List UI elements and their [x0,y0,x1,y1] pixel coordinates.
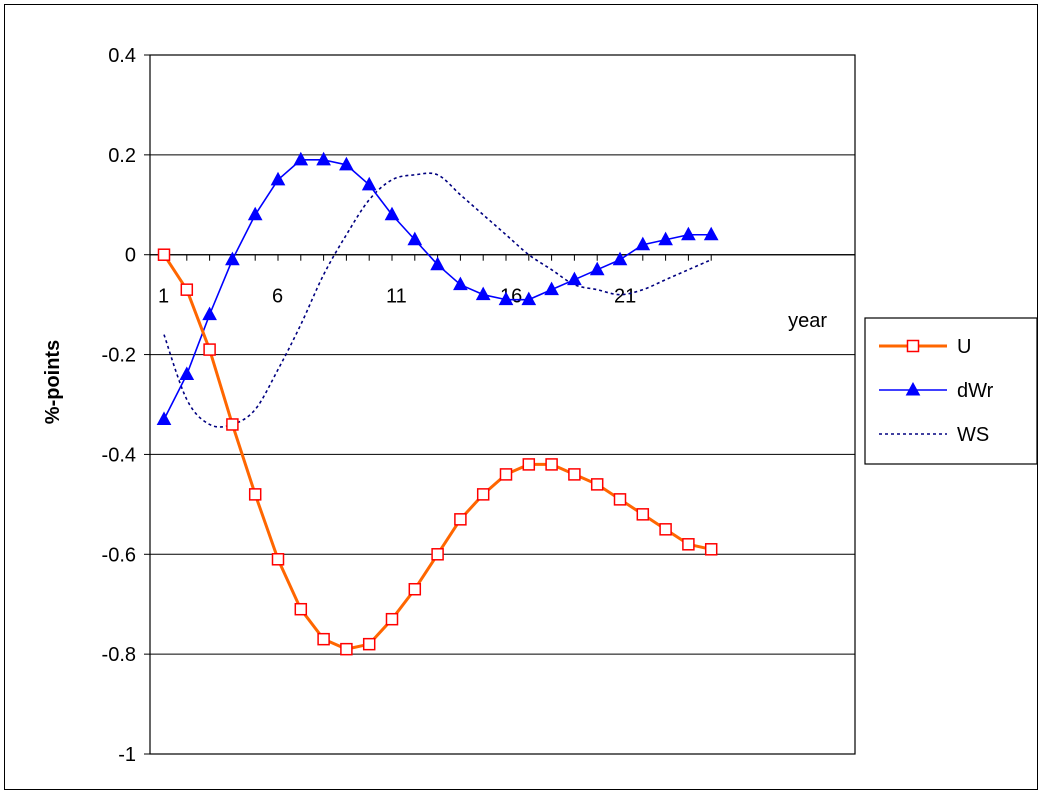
u-point [180,283,194,296]
y-tick-label: 0 [125,245,136,267]
dwr-point [635,236,651,251]
dwr-point [225,251,240,266]
u-point [408,582,422,596]
plot-area [149,54,856,755]
dwr-point [293,151,309,166]
u-point [431,548,444,561]
dwr-point [202,306,217,321]
dwr-point [498,291,514,306]
u-point [522,458,536,471]
u-point [248,488,262,501]
dwr-point [270,171,286,186]
y-tick-label: -1 [118,744,136,766]
x-tick-label: 1 [158,286,169,308]
u-point [454,513,467,526]
u-point [659,523,672,536]
u-point [545,458,558,471]
u-point [568,468,581,481]
u-point [590,478,604,491]
dwr-point [658,231,673,246]
dwr-point [316,151,331,166]
legend-label: WS [957,424,989,446]
dwr-point [156,411,172,425]
dwr-point [612,251,628,266]
series-line-ws [163,172,712,428]
y-tick-label: -0.2 [102,345,136,367]
u-point [476,488,490,501]
dwr-point [589,261,605,276]
legend-box [864,317,1038,465]
gridlines [150,54,855,755]
dwr-point [453,276,468,291]
dwr-point [681,226,696,241]
x-tick-label: 11 [386,286,407,308]
legend-label: U [957,336,971,358]
x-axis-label: year [788,310,827,332]
y-tick-label: -0.4 [102,444,136,466]
dwr-point [339,156,354,171]
x-tick-label: 6 [272,286,283,308]
dwr-point [905,381,921,396]
u-point [157,248,171,261]
u-point [682,538,695,551]
series-markers [156,151,719,656]
y-tick-label: 0.2 [108,145,136,167]
dwr-point [430,256,445,271]
y-axis-label: %-points [42,340,64,424]
dwr-point [703,226,719,241]
series-lines [162,159,712,651]
u-point [636,508,650,521]
u-point [340,642,353,656]
dwr-point [521,291,537,306]
dwr-point [384,206,400,221]
dwr-point [247,206,263,221]
dwr-point [544,281,559,296]
dwr-point [475,286,491,301]
series-line-u [162,253,712,651]
axes: 0.40.20-0.2-0.4-0.6-0.8-11 6 11 16 21 [102,45,855,766]
u-point [203,343,216,356]
x-tick-label: 21 [614,286,636,308]
dwr-point [179,366,195,381]
dwr-point [407,231,423,246]
y-tick-label: -0.8 [102,644,136,666]
u-point [704,543,718,556]
y-tick-label: -0.6 [102,544,136,566]
dwr-point [567,271,582,286]
u-point [613,493,627,506]
u-point [906,339,920,353]
u-point [362,637,376,651]
u-point [385,612,399,626]
u-point [271,553,285,566]
y-tick-label: 0.4 [108,45,136,67]
u-point [294,602,308,616]
legend-label: dWr [957,380,994,402]
line-chart: 0.40.20-0.2-0.4-0.6-0.8-11 6 11 16 21 UdWrWS… [42,45,1038,766]
dwr-point [361,176,377,191]
u-point [499,468,513,481]
u-point [317,632,330,646]
u-point [226,418,239,431]
